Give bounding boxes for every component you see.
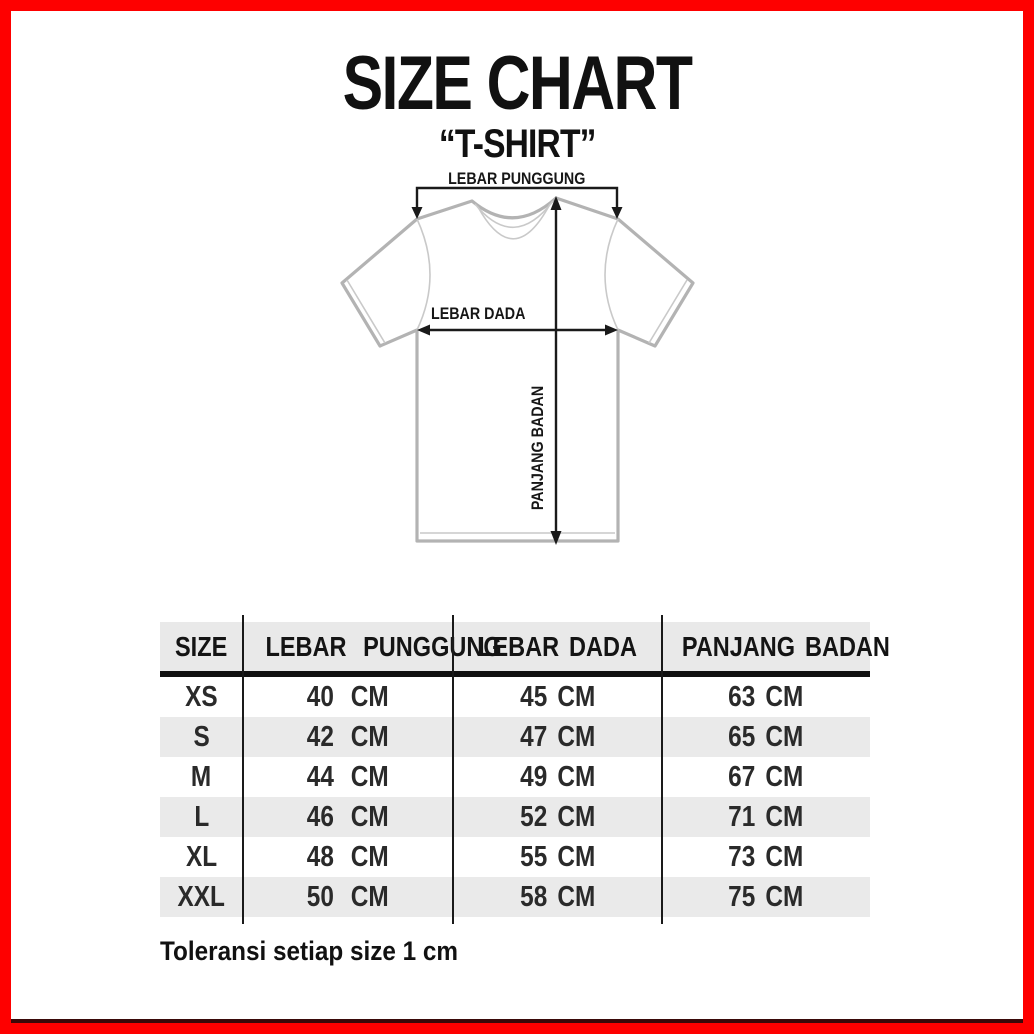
cell-panjang-badan: 75 CM [728,880,804,913]
cell-size: XS [185,680,218,713]
cell-lebar-dada: 45 CM [519,680,596,713]
table-row: M 44 CM 49 CM 67 CM [160,757,870,797]
cell-panjang-badan: 67 CM [728,760,804,793]
tolerance-note: Toleransi setiap size 1 cm [160,936,459,966]
cell-lebar-dada: 49 CM [519,760,596,793]
cell-lebar-punggung: 46 CM [307,800,389,833]
cell-size: S [193,720,210,753]
cell-size: L [194,800,209,833]
diagram-label-lebar-dada: LEBAR DADA [430,304,526,323]
size-table: SIZE LEBAR PUNGGUNG LEBAR DADA PANJANG B… [160,622,890,917]
tshirt-seams [346,200,688,534]
table-row: XL 48 CM 55 CM 73 CM [160,837,870,877]
bottom-divider-line [11,1019,1023,1023]
cell-lebar-punggung: 40 CM [307,680,389,713]
diagram-label-lebar-punggung: LEBAR PUNGGUNG [448,169,586,188]
cell-lebar-punggung: 42 CM [307,720,389,753]
cell-panjang-badan: 71 CM [728,800,804,833]
cell-lebar-punggung: 50 CM [307,880,389,913]
diagram-label-panjang-badan: PANJANG BADAN [528,385,547,511]
page-subtitle: “T-SHIRT” [438,122,597,166]
tshirt-outline [340,196,695,543]
table-header-row: SIZE LEBAR PUNGGUNG LEBAR DADA PANJANG B… [160,622,890,677]
page-title: SIZE CHART [342,41,693,126]
cell-lebar-dada: 47 CM [519,720,596,753]
cell-lebar-punggung: 48 CM [307,840,389,873]
table-column-divider [452,615,454,924]
table-row: L 46 CM 52 CM 71 CM [160,797,870,837]
cell-panjang-badan: 73 CM [728,840,804,873]
measure-lines [415,186,619,539]
cell-lebar-punggung: 44 CM [307,760,389,793]
table-row: S 42 CM 47 CM 65 CM [160,717,870,757]
table-column-divider [242,615,244,924]
header-panjang-badan: PANJANG BADAN [681,630,890,662]
cell-panjang-badan: 63 CM [728,680,804,713]
header-size: SIZE [175,630,228,662]
header-lebar-punggung: LEBAR PUNGGUNG [265,630,502,662]
shoulder-bracket [415,186,619,212]
arrowheads [411,196,623,545]
header-lebar-dada: LEBAR DADA [478,630,637,662]
cell-panjang-badan: 65 CM [728,720,804,753]
cell-lebar-dada: 52 CM [519,800,596,833]
table-column-divider [661,615,663,924]
table-row: XS 40 CM 45 CM 63 CM [160,677,870,717]
cell-size: M [191,760,212,793]
table-row: XXL 50 CM 58 CM 75 CM [160,877,870,917]
cell-size: XL [185,840,218,873]
cell-size: XXL [177,880,226,913]
cell-lebar-dada: 55 CM [519,840,596,873]
cell-lebar-dada: 58 CM [519,880,596,913]
